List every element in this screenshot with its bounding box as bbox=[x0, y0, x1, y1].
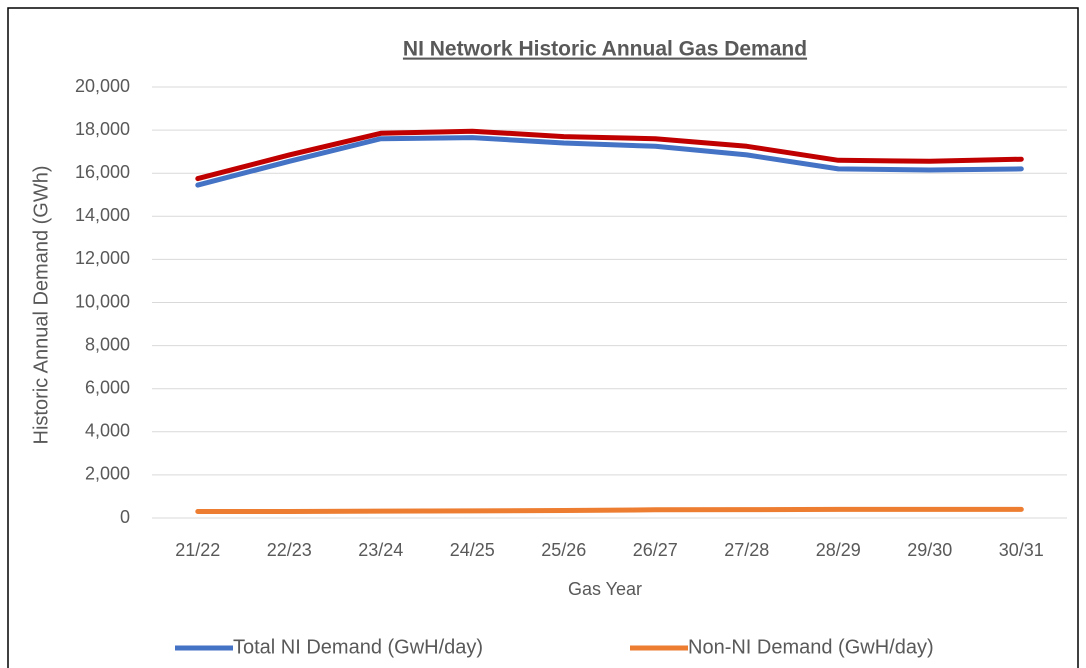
y-tick-label: 18,000 bbox=[75, 119, 130, 139]
x-tick-label: 25/26 bbox=[541, 540, 586, 560]
y-tick-label: 2,000 bbox=[85, 464, 130, 484]
x-tick-label: 22/23 bbox=[267, 540, 312, 560]
x-tick-label: 26/27 bbox=[633, 540, 678, 560]
series-line bbox=[195, 135, 1024, 188]
legend-label: Total NI Demand (GwH/day) bbox=[233, 636, 483, 658]
series-line bbox=[195, 506, 1024, 514]
y-axis-label: Historic Annual Demand (GWh) bbox=[30, 166, 52, 445]
legend-label: Non-NI Demand (GwH/day) bbox=[688, 636, 934, 658]
chart-title: NI Network Historic Annual Gas Demand bbox=[403, 38, 807, 61]
x-tick-label: 27/28 bbox=[724, 540, 769, 560]
chart-border bbox=[7, 7, 1079, 668]
x-axis-label: Gas Year bbox=[568, 579, 642, 599]
y-tick-label: 10,000 bbox=[75, 291, 130, 311]
y-tick-label: 4,000 bbox=[85, 421, 130, 441]
x-tick-label: 23/24 bbox=[358, 540, 403, 560]
y-tick-label: 6,000 bbox=[85, 377, 130, 397]
x-tick-label: 29/30 bbox=[907, 540, 952, 560]
series-line bbox=[195, 128, 1024, 182]
y-tick-label: 0 bbox=[120, 507, 130, 527]
y-tick-label: 20,000 bbox=[75, 76, 130, 96]
x-tick-label: 21/22 bbox=[175, 540, 220, 560]
y-tick-label: 14,000 bbox=[75, 205, 130, 225]
y-tick-label: 16,000 bbox=[75, 162, 130, 182]
y-tick-label: 8,000 bbox=[85, 334, 130, 354]
x-tick-label: 30/31 bbox=[999, 540, 1044, 560]
y-tick-label: 12,000 bbox=[75, 248, 130, 268]
x-tick-label: 24/25 bbox=[450, 540, 495, 560]
x-tick-label: 28/29 bbox=[816, 540, 861, 560]
